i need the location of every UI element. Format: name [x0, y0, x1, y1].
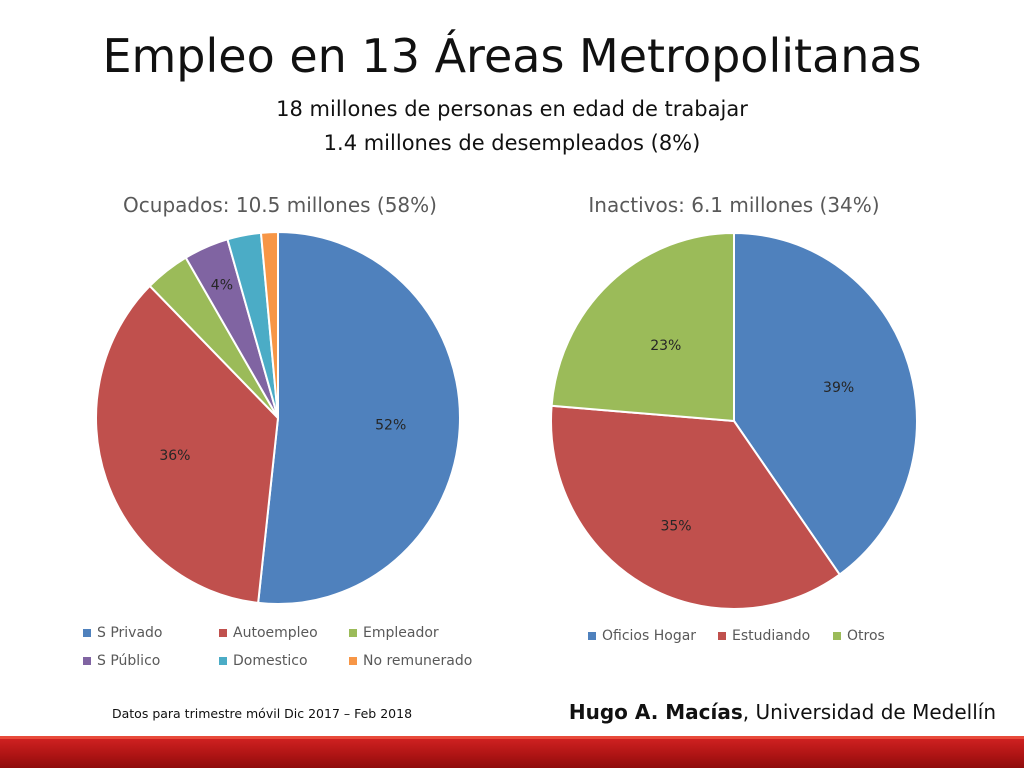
legend-swatch — [219, 629, 227, 637]
legend-inactivos: Oficios Hogar Estudiando Otros — [588, 628, 948, 652]
legend-item-s-privado: S Privado — [83, 625, 163, 641]
slide-title: Empleo en 13 Áreas Metropolitanas — [102, 29, 922, 83]
data-label-autoempleo: 36% — [159, 448, 190, 464]
pie-slice-no-remunerado — [259, 230, 279, 419]
legend-swatch — [833, 632, 841, 640]
legend-item-s-publico: S Público — [83, 653, 160, 669]
bottom-decorative-bar — [0, 736, 1024, 768]
slide-subtitle-working-age: 18 millones de personas en edad de traba… — [276, 97, 748, 121]
legend-ocupados: S Privado Autoempleo Empleador S Público Dom… — [83, 625, 503, 675]
data-label-s-publico: 4% — [211, 278, 233, 294]
pie-slice-oficios-hogar — [733, 231, 918, 576]
legend-label: No remunerado — [363, 653, 473, 669]
pie-slice-s-privado — [257, 230, 461, 605]
pie-slice-otros — [550, 231, 735, 423]
legend-label: S Privado — [97, 625, 163, 641]
data-label-otros: 23% — [650, 338, 681, 354]
legend-item-empleador: Empleador — [349, 625, 439, 641]
legend-label: Empleador — [363, 625, 439, 641]
legend-item-otros: Otros — [833, 628, 885, 644]
legend-swatch — [83, 657, 91, 665]
pie-slice-autoempleo — [95, 284, 280, 604]
legend-item-domestico: Domestico — [219, 653, 308, 669]
legend-swatch — [349, 629, 357, 637]
legend-item-no-remunerado: No remunerado — [349, 653, 472, 669]
legend-swatch — [588, 632, 596, 640]
data-footnote: Datos para trimestre móvil Dic 2017 – Fe… — [112, 706, 413, 721]
legend-label: Otros — [847, 628, 885, 644]
legend-swatch — [349, 657, 357, 665]
chart-title-ocupados: Ocupados: 10.5 millones (58%) — [123, 193, 437, 217]
legend-label: Autoempleo — [233, 625, 318, 641]
slide-subtitle-unemployed: 1.4 millones de desempleados (8%) — [323, 131, 701, 155]
legend-item-estudiando: Estudiando — [718, 628, 810, 644]
chart-title-inactivos: Inactivos: 6.1 millones (34%) — [588, 193, 880, 217]
pie-slice-estudiando — [550, 404, 842, 610]
author-credit: Hugo A. Macías, Universidad de Medellín — [569, 700, 996, 724]
legend-swatch — [718, 632, 726, 640]
legend-swatch — [219, 657, 227, 665]
pie-chart-ocupados: 52% 36% 4% — [95, 230, 461, 605]
legend-item-autoempleo: Autoempleo — [219, 625, 318, 641]
data-label-s-privado: 52% — [375, 417, 406, 433]
legend-label: Oficios Hogar — [602, 628, 697, 644]
pie-chart-inactivos: 39% 35% 23% — [550, 231, 918, 610]
data-label-oficios-hogar: 39% — [823, 380, 854, 396]
legend-label: S Público — [97, 653, 161, 669]
author-affiliation: , Universidad de Medellín — [742, 700, 996, 724]
legend-label: Estudiando — [732, 628, 811, 644]
legend-swatch — [83, 629, 91, 637]
legend-item-oficios-hogar: Oficios Hogar — [588, 628, 696, 644]
data-label-estudiando: 35% — [660, 519, 691, 535]
author-name: Hugo A. Macías — [568, 700, 743, 724]
legend-label: Domestico — [233, 653, 308, 669]
